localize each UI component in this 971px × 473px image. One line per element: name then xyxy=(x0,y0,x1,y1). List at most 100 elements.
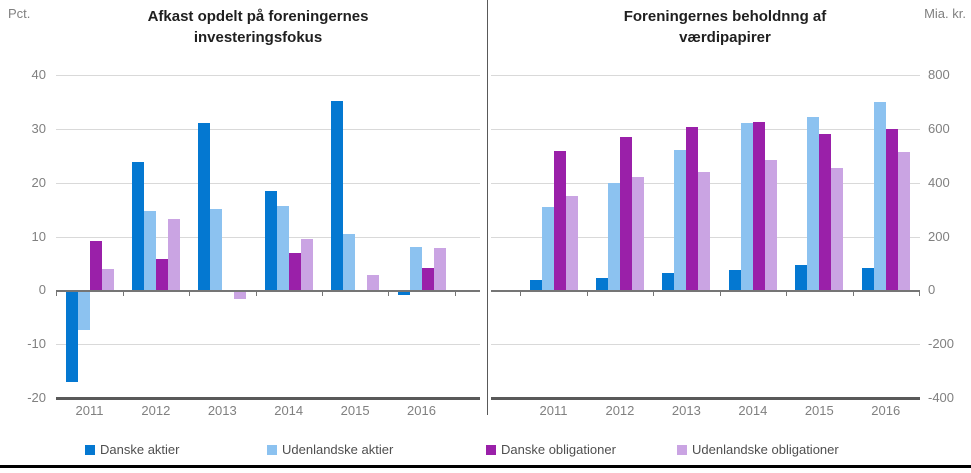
x-axis-label-2013: 2013 xyxy=(671,403,701,418)
x-axis-baseline xyxy=(491,397,920,400)
y-axis-label: 40 xyxy=(31,67,46,82)
legend-label: Udenlandske aktier xyxy=(282,442,394,457)
bar-2015-danske-obligationer xyxy=(819,134,832,291)
y-axis-label: 600 xyxy=(928,120,950,136)
y-axis-label: -200 xyxy=(928,336,955,352)
gridline xyxy=(491,128,920,130)
axis-tick xyxy=(786,291,788,297)
axis-tick xyxy=(918,291,920,297)
bar-2013-udenlandske-obligationer xyxy=(698,171,711,291)
bar-2011-danske-aktier xyxy=(529,279,542,291)
panel-divider-line xyxy=(487,0,488,415)
gridline xyxy=(56,182,480,184)
y-axis-label: 20 xyxy=(31,174,46,190)
y-axis-label: -20 xyxy=(27,390,46,405)
axis-tick xyxy=(56,291,58,297)
legend-label: Danske aktier xyxy=(100,442,180,457)
bar-2013-danske-obligationer xyxy=(686,127,699,291)
bar-2013-danske-aktier xyxy=(198,122,211,291)
axis-tick xyxy=(189,291,191,297)
axis-tick xyxy=(586,291,588,297)
bar-2013-udenlandske-aktier xyxy=(210,209,223,291)
bar-2012-danske-aktier xyxy=(595,277,608,291)
left-chart-title-line2: investeringsfokus xyxy=(193,29,323,46)
x-axis-label-2015: 2015 xyxy=(340,403,370,418)
bar-2013-udenlandske-aktier xyxy=(674,150,687,291)
bar-2011-udenlandske-aktier xyxy=(77,290,90,330)
bar-2011-udenlandske-obligationer xyxy=(101,269,114,291)
bar-2014-danske-obligationer xyxy=(288,253,301,291)
axis-tick xyxy=(719,291,721,297)
y-axis-label: 10 xyxy=(31,228,46,244)
x-axis-label-2012: 2012 xyxy=(141,403,171,418)
gridline xyxy=(56,128,480,130)
bar-2016-udenlandske-aktier xyxy=(873,101,886,291)
zero-axis-line xyxy=(491,289,920,292)
legend-item-udenlandske-aktier: Udenlandske aktier xyxy=(267,442,393,457)
legend-swatch-icon xyxy=(486,444,496,455)
bar-2015-udenlandske-obligationer xyxy=(831,167,844,291)
axis-tick xyxy=(388,291,390,297)
x-axis-label-2016: 2016 xyxy=(871,403,901,418)
bar-2016-udenlandske-aktier xyxy=(409,246,422,291)
bar-2014-danske-aktier xyxy=(264,190,277,291)
x-axis-label-2011: 2011 xyxy=(75,403,104,418)
axis-tick xyxy=(520,291,522,297)
bar-2014-udenlandske-obligationer xyxy=(764,159,777,291)
left-chart-title: Afkast opdelt på foreningernes investeri… xyxy=(58,6,458,48)
right-chart-title-line1: Foreningernes beholdnng af xyxy=(623,8,827,25)
bar-2015-danske-aktier xyxy=(795,265,808,291)
bar-2012-udenlandske-aktier xyxy=(143,210,156,291)
y-axis-label: 0 xyxy=(928,282,936,298)
gridline xyxy=(56,344,480,346)
axis-tick xyxy=(852,291,854,297)
y-axis-label: 800 xyxy=(928,67,950,82)
gridline xyxy=(491,344,920,346)
bar-2016-danske-obligationer xyxy=(421,267,434,291)
axis-tick xyxy=(653,291,655,297)
bar-2015-udenlandske-obligationer xyxy=(367,274,380,291)
y-axis-label: 400 xyxy=(928,174,950,190)
bar-2014-udenlandske-obligationer xyxy=(300,238,313,291)
axis-tick xyxy=(321,291,323,297)
zero-axis-line xyxy=(56,289,480,292)
bar-2013-udenlandske-obligationer xyxy=(234,290,247,299)
x-axis-label-2012: 2012 xyxy=(605,403,635,418)
x-axis-label-2014: 2014 xyxy=(274,403,304,418)
bar-2011-udenlandske-aktier xyxy=(541,206,554,291)
figure-bottom-border xyxy=(0,465,971,468)
bar-2016-udenlandske-obligationer xyxy=(897,151,910,291)
bar-2015-udenlandske-aktier xyxy=(807,116,820,291)
y-axis-label: 200 xyxy=(928,228,950,244)
bar-2016-udenlandske-obligationer xyxy=(433,247,446,291)
x-axis-baseline xyxy=(56,397,480,400)
bar-2012-danske-obligationer xyxy=(619,136,632,291)
legend-label: Danske obligationer xyxy=(501,442,616,457)
bar-2012-udenlandske-aktier xyxy=(607,183,620,291)
x-axis-label-2016: 2016 xyxy=(407,403,436,418)
y-axis-label: -400 xyxy=(928,390,955,405)
bar-2014-udenlandske-aktier xyxy=(276,205,289,291)
bar-2015-udenlandske-aktier xyxy=(343,234,356,291)
legend-item-udenlandske-obligationer: Udenlandske obligationer xyxy=(677,442,839,457)
legend-item-danske-obligationer: Danske obligationer xyxy=(486,442,616,457)
bar-2014-udenlandske-aktier xyxy=(740,123,753,291)
y-axis-label: 30 xyxy=(31,120,46,136)
bar-2013-danske-aktier xyxy=(662,273,675,291)
axis-tick xyxy=(454,291,456,297)
legend-label: Udenlandske obligationer xyxy=(692,442,839,457)
bar-2011-udenlandske-obligationer xyxy=(565,196,578,291)
bar-2012-udenlandske-obligationer xyxy=(631,177,644,291)
bar-2012-danske-obligationer xyxy=(155,259,168,291)
right-chart-title: Foreningernes beholdnng af værdipapirer xyxy=(525,6,925,48)
left-chart-title-line1: Afkast opdelt på foreningernes xyxy=(147,8,369,25)
bar-2015-danske-aktier xyxy=(331,100,344,291)
bar-2011-danske-obligationer xyxy=(89,241,102,291)
legend-swatch-icon xyxy=(677,444,687,455)
bar-2016-danske-aktier xyxy=(397,290,410,295)
bar-2012-udenlandske-obligationer xyxy=(167,218,180,291)
bar-2014-danske-obligationer xyxy=(752,122,765,291)
bar-2011-danske-aktier xyxy=(65,290,78,383)
axis-tick xyxy=(122,291,124,297)
